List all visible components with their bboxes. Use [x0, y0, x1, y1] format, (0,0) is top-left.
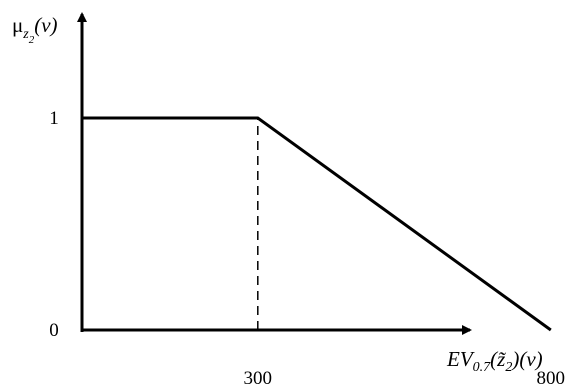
x-axis-label: EV0.7(z̃2)(v)	[446, 347, 543, 375]
x-tick-label-800: 800	[537, 368, 566, 389]
chart-marks: 300 800 0 1	[49, 108, 565, 389]
y-axis-label: μz2(v)	[12, 13, 58, 46]
y-tick-label-1: 1	[49, 108, 59, 129]
y-tick-label-0: 0	[49, 320, 59, 341]
x-tick-label-300: 300	[244, 368, 273, 389]
membership-function-line-0	[82, 116, 552, 332]
